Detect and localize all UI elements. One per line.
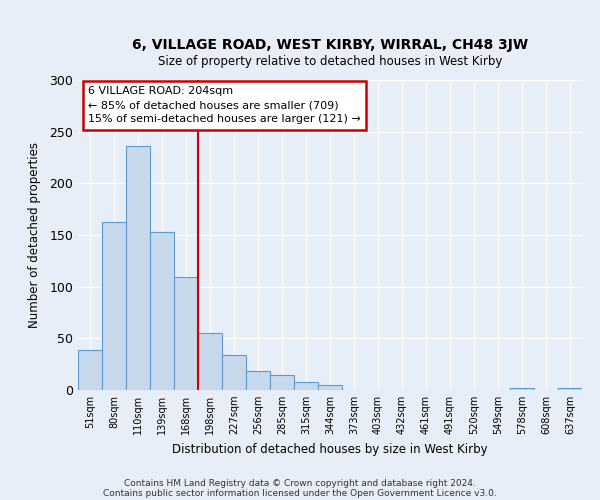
Bar — [246, 372, 270, 390]
Bar — [294, 382, 318, 390]
Bar — [318, 385, 342, 390]
Bar — [558, 388, 582, 390]
Bar — [102, 222, 126, 390]
Text: 6 VILLAGE ROAD: 204sqm
← 85% of detached houses are smaller (709)
15% of semi-de: 6 VILLAGE ROAD: 204sqm ← 85% of detached… — [88, 86, 361, 124]
Bar — [126, 146, 150, 390]
Y-axis label: Number of detached properties: Number of detached properties — [28, 142, 41, 328]
Bar — [150, 232, 174, 390]
Title: 6, VILLAGE ROAD, WEST KIRBY, WIRRAL, CH48 3JW: 6, VILLAGE ROAD, WEST KIRBY, WIRRAL, CH4… — [132, 38, 528, 52]
Text: Size of property relative to detached houses in West Kirby: Size of property relative to detached ho… — [158, 54, 502, 68]
Text: Contains public sector information licensed under the Open Government Licence v3: Contains public sector information licen… — [103, 488, 497, 498]
Bar — [222, 355, 246, 390]
X-axis label: Distribution of detached houses by size in West Kirby: Distribution of detached houses by size … — [172, 442, 488, 456]
Bar — [174, 278, 198, 390]
Bar — [198, 333, 222, 390]
Bar — [510, 388, 534, 390]
Text: Contains HM Land Registry data © Crown copyright and database right 2024.: Contains HM Land Registry data © Crown c… — [124, 478, 476, 488]
Bar — [78, 350, 102, 390]
Bar — [270, 374, 294, 390]
